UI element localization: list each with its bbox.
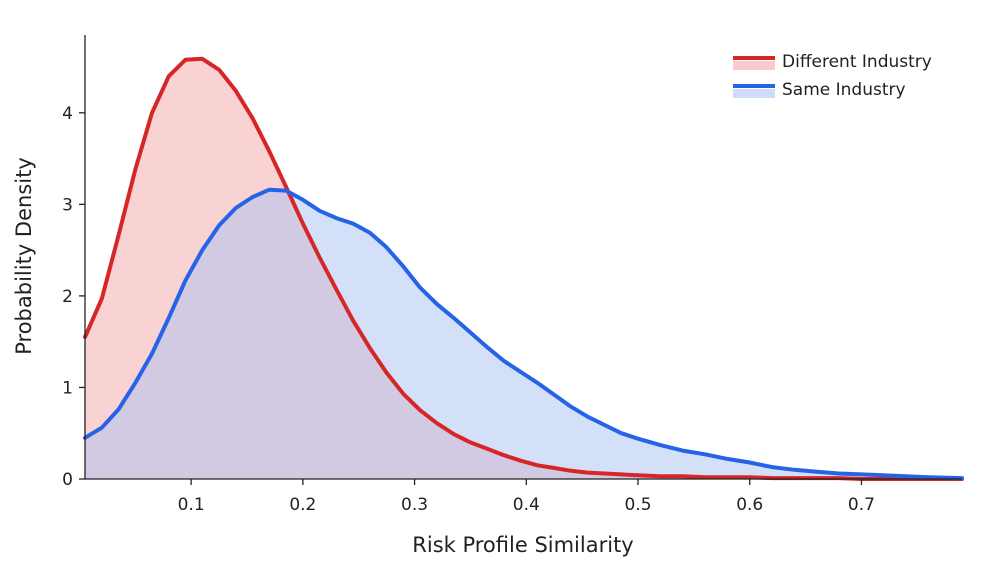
series-fills [85, 58, 962, 480]
x-axis-title: Risk Profile Similarity [412, 533, 633, 557]
y-axis: 0 1 2 3 4 [62, 35, 86, 490]
same-industry-area [85, 189, 962, 479]
y-tick-label: 3 [62, 195, 73, 215]
x-tick-label: 0.1 [178, 495, 205, 515]
different-industry-line [83, 56, 964, 481]
x-tick-label: 0.3 [401, 495, 428, 515]
x-tick-label: 0.6 [736, 495, 763, 515]
same-industry-legend-swatch [733, 89, 775, 98]
different-industry-legend-swatch [733, 61, 775, 70]
series-lines [83, 56, 964, 481]
y-tick-label: 2 [62, 287, 73, 307]
x-tick-label: 0.4 [513, 495, 540, 515]
y-tick-label: 0 [62, 470, 73, 490]
same-industry-legend-label: Same Industry [782, 80, 906, 100]
x-axis: 0.1 0.2 0.3 0.4 0.5 0.6 0.7 [85, 478, 962, 515]
x-tick-label: 0.5 [624, 495, 651, 515]
same-industry-line [83, 187, 964, 481]
x-tick-label: 0.7 [848, 495, 875, 515]
legend: Different Industry Same Industry [733, 52, 932, 100]
y-ticks: 0 1 2 3 4 [62, 104, 85, 490]
plot-area [83, 56, 964, 481]
y-tick-label: 4 [62, 104, 73, 124]
y-tick-label: 1 [62, 378, 73, 398]
y-axis-title: Probability Density [12, 157, 36, 355]
different-industry-legend-label: Different Industry [782, 52, 932, 72]
x-ticks: 0.1 0.2 0.3 0.4 0.5 0.6 0.7 [178, 479, 875, 515]
x-tick-label: 0.2 [289, 495, 316, 515]
